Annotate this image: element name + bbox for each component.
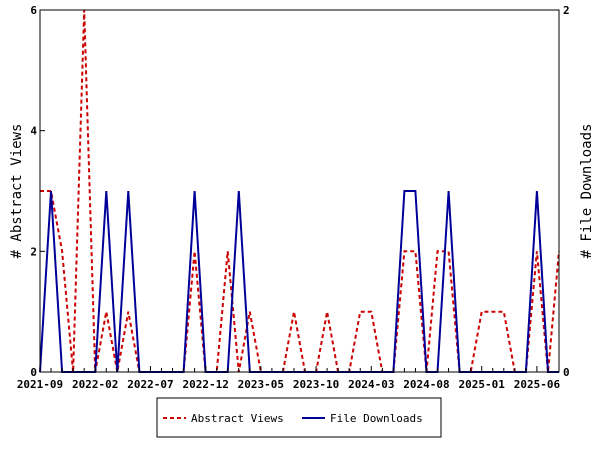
x-tick-label: 2025-01 (459, 378, 506, 391)
y-axis-right-title: # File Downloads (579, 124, 595, 259)
y-right-tick-label: 0 (563, 366, 570, 379)
series-line-abstract-views (40, 9, 560, 373)
x-tick-label: 2024-08 (403, 378, 449, 391)
y-left-tick-label: 2 (30, 245, 37, 258)
x-tick-label: 2022-12 (182, 378, 228, 391)
y-right-tick-label: 2 (563, 4, 570, 17)
legend-box (156, 397, 442, 438)
x-tick-label: 2022-02 (72, 378, 118, 391)
x-tick-label: 2025-06 (514, 378, 561, 391)
x-tick-label: 2021-09 (17, 378, 63, 391)
x-tick-label: 2023-10 (293, 378, 339, 391)
y-left-tick-label: 6 (30, 4, 37, 17)
legend: Abstract Views File Downloads (156, 397, 442, 438)
y-left-tick-label: 0 (30, 366, 37, 379)
x-tick-label: 2023-05 (238, 378, 284, 391)
y-axis-left-title: # Abstract Views (9, 124, 25, 259)
x-tick-label: 2022-07 (127, 378, 173, 391)
legend-label-file-downloads: File Downloads (330, 412, 423, 425)
legend-label-abstract-views: Abstract Views (191, 412, 284, 425)
plot-frame (39, 9, 560, 373)
x-tick-label: 2024-03 (348, 378, 394, 391)
y-left-tick-label: 4 (30, 125, 37, 138)
